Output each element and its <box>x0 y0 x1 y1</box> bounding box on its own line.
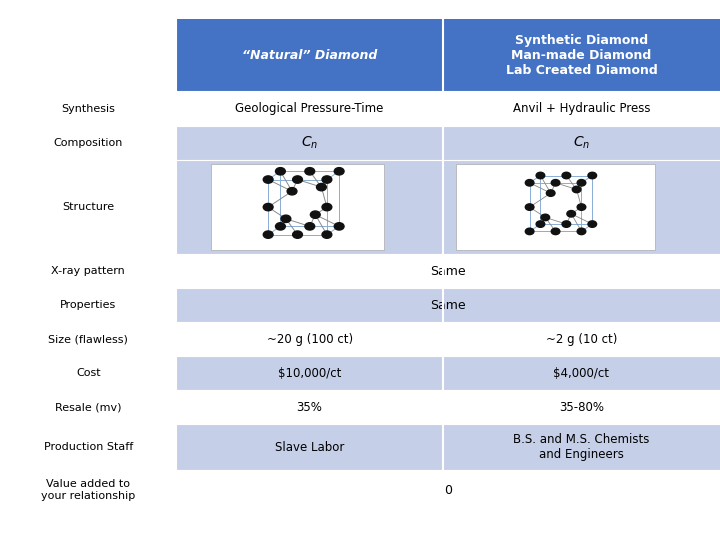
Circle shape <box>577 228 586 235</box>
Text: Properties: Properties <box>60 300 117 310</box>
Circle shape <box>552 228 560 235</box>
Text: ~20 g (100 ct): ~20 g (100 ct) <box>266 333 353 346</box>
Circle shape <box>562 221 571 227</box>
Circle shape <box>310 211 320 218</box>
Text: “Natural” Diamond: “Natural” Diamond <box>242 49 377 62</box>
Circle shape <box>292 176 302 183</box>
Text: Composition: Composition <box>53 138 123 148</box>
Text: $C_n$: $C_n$ <box>301 134 318 151</box>
Circle shape <box>577 179 586 186</box>
Text: Synthesis: Synthesis <box>61 104 115 114</box>
Circle shape <box>552 179 560 186</box>
Bar <box>176 356 720 390</box>
Text: $10,000/ct: $10,000/ct <box>278 367 341 380</box>
Circle shape <box>317 184 326 191</box>
Circle shape <box>588 221 597 227</box>
Bar <box>456 164 655 250</box>
Circle shape <box>322 231 332 238</box>
Circle shape <box>322 176 332 183</box>
Text: 35-80%: 35-80% <box>559 401 604 414</box>
Circle shape <box>526 228 534 235</box>
Circle shape <box>276 167 285 175</box>
Text: Production Staff: Production Staff <box>44 442 132 453</box>
Circle shape <box>536 172 545 179</box>
Text: 35%: 35% <box>297 401 323 414</box>
Text: Value added to
your relationship: Value added to your relationship <box>41 480 135 501</box>
Circle shape <box>292 231 302 238</box>
Circle shape <box>562 172 571 179</box>
Bar <box>176 126 720 160</box>
Bar <box>176 470 720 510</box>
Text: Synthetic Diamond
Man-made Diamond
Lab Created Diamond: Synthetic Diamond Man-made Diamond Lab C… <box>505 34 657 77</box>
Text: B.S. and M.S. Chemists
and Engineers: B.S. and M.S. Chemists and Engineers <box>513 434 649 461</box>
Circle shape <box>305 222 315 230</box>
Circle shape <box>588 172 597 179</box>
Text: X-ray pattern: X-ray pattern <box>51 266 125 276</box>
Circle shape <box>546 190 555 197</box>
Circle shape <box>276 222 285 230</box>
Text: 0: 0 <box>444 483 452 497</box>
Bar <box>176 424 720 470</box>
Circle shape <box>572 186 581 193</box>
Bar <box>176 390 720 424</box>
Circle shape <box>281 215 291 222</box>
Circle shape <box>264 204 273 211</box>
Bar <box>176 160 720 254</box>
Circle shape <box>567 211 575 217</box>
Text: Resale (mv): Resale (mv) <box>55 402 122 413</box>
Bar <box>443 19 720 92</box>
Bar <box>176 322 720 356</box>
Circle shape <box>526 204 534 211</box>
Circle shape <box>526 179 534 186</box>
Circle shape <box>264 231 273 238</box>
Text: Geological Pressure-Time: Geological Pressure-Time <box>235 102 384 116</box>
Circle shape <box>334 222 344 230</box>
Circle shape <box>287 187 297 195</box>
Circle shape <box>541 214 549 221</box>
Bar <box>176 288 720 322</box>
Text: $C_n$: $C_n$ <box>573 134 590 151</box>
Bar <box>176 254 720 288</box>
Circle shape <box>305 167 315 175</box>
Circle shape <box>264 176 273 183</box>
Circle shape <box>577 204 586 211</box>
Text: Size (flawless): Size (flawless) <box>48 334 128 345</box>
Bar <box>176 19 443 92</box>
Text: Same: Same <box>431 299 466 312</box>
Text: Anvil + Hydraulic Press: Anvil + Hydraulic Press <box>513 102 650 116</box>
Text: Slave Labor: Slave Labor <box>275 441 344 454</box>
Bar <box>176 92 720 126</box>
Text: Structure: Structure <box>62 202 114 212</box>
Circle shape <box>536 221 545 227</box>
Text: ~2 g (10 ct): ~2 g (10 ct) <box>546 333 617 346</box>
Circle shape <box>322 204 332 211</box>
Circle shape <box>334 167 344 175</box>
Bar <box>211 164 384 250</box>
Text: $4,000/ct: $4,000/ct <box>554 367 609 380</box>
Text: Same: Same <box>431 265 466 278</box>
Text: Cost: Cost <box>76 368 101 379</box>
